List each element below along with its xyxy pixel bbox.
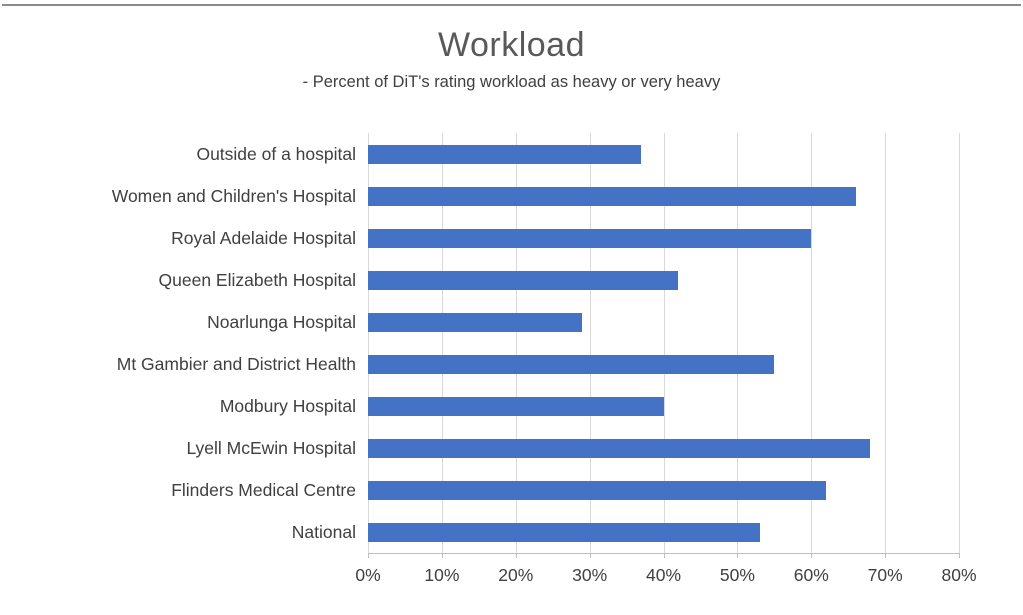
bar[interactable] (368, 144, 642, 164)
bar[interactable] (368, 270, 679, 290)
bar[interactable] (368, 354, 775, 374)
x-axis-tick-label: 50% (719, 565, 755, 585)
axis-tick (663, 553, 665, 558)
axis-tick (368, 553, 369, 558)
category-label: Outside of a hospital (196, 144, 356, 164)
category-axis-line (368, 553, 959, 554)
chart-title: Workload (438, 26, 585, 64)
axis-tick (959, 553, 960, 558)
bar[interactable] (368, 522, 760, 542)
x-axis-tick-label: 40% (645, 565, 682, 585)
category-label: Flinders Medical Centre (171, 480, 356, 500)
gridline (368, 133, 369, 553)
axis-tick (589, 553, 591, 558)
title-block: Workload - Percent of DiT's rating workl… (0, 26, 1023, 92)
gridline (515, 133, 517, 553)
bar[interactable] (368, 396, 664, 416)
bar[interactable] (368, 186, 856, 206)
bar[interactable] (368, 438, 871, 458)
gridline (959, 133, 960, 553)
bar[interactable] (368, 228, 812, 248)
gridline (663, 133, 665, 553)
axis-tick (811, 553, 813, 558)
category-label: Modbury Hospital (219, 396, 356, 416)
category-label: Mt Gambier and District Health (116, 354, 356, 374)
category-label: National (291, 522, 356, 542)
axis-tick (885, 553, 887, 558)
x-axis-tick-label: 80% (941, 565, 977, 585)
x-axis-tick-label: 60% (793, 565, 829, 585)
axis-tick (441, 553, 443, 558)
x-axis-tick-label: 30% (572, 565, 608, 585)
chart-top-border (2, 4, 1021, 6)
chart-subtitle: - Percent of DiT's rating workload as he… (302, 73, 721, 91)
x-axis-tick-label: 10% (424, 565, 460, 585)
plot-area: 0% 10% 20% 30% 40% 50% 60% 70% 80% Outside of a h… (0, 133, 1023, 585)
category-label: Noarlunga Hospital (207, 312, 356, 332)
x-axis-tick-label: 20% (498, 565, 534, 585)
axis-tick (737, 553, 739, 558)
gridline (885, 133, 887, 553)
gridline (589, 133, 591, 553)
category-label: Royal Adelaide Hospital (171, 228, 356, 248)
gridline (441, 133, 443, 553)
gridline (737, 133, 739, 553)
gridline (811, 133, 813, 553)
category-label: Women and Children's Hospital (111, 186, 356, 206)
category-label: Lyell McEwin Hospital (186, 438, 356, 458)
x-axis-tick-label: 0% (355, 565, 381, 585)
category-label: Queen Elizabeth Hospital (158, 270, 356, 290)
bar[interactable] (368, 312, 583, 332)
x-axis-tick-label: 70% (867, 565, 903, 585)
axis-tick (515, 553, 517, 558)
bar[interactable] (368, 480, 827, 500)
